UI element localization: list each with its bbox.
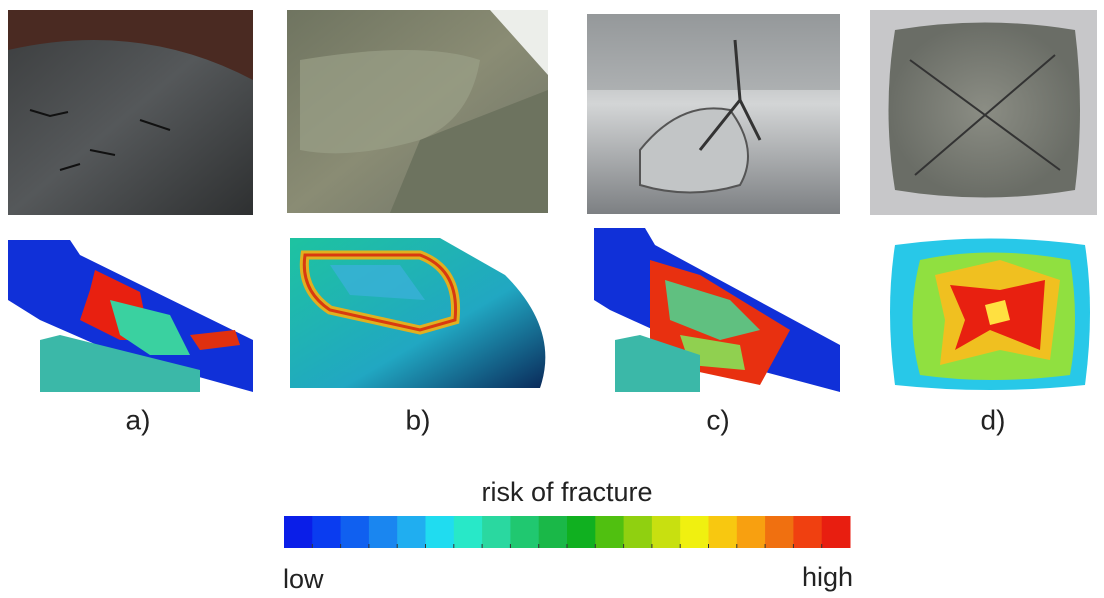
colorbar-segment [341, 516, 370, 548]
panel-label: a) [126, 404, 151, 435]
colorbar-segment [284, 516, 313, 548]
colorbar-segment [624, 516, 653, 548]
panel-label: d) [981, 404, 1006, 435]
colorbar-segment [793, 516, 822, 548]
colorbar-segment [539, 516, 568, 548]
colorbar [284, 516, 851, 548]
colorbar-segment [709, 516, 738, 548]
figure: a) b) c) d) risk of fracture low high [0, 0, 1104, 598]
colorbar-high: high [802, 562, 853, 592]
photo-b [287, 10, 548, 213]
colorbar-segment [567, 516, 596, 548]
panel-label: b) [406, 404, 431, 435]
colorbar-segment [454, 516, 483, 548]
panel-label: c) [706, 404, 729, 435]
colorbar-segment [680, 516, 709, 548]
colorbar-segment [426, 516, 455, 548]
colorbar-segment [369, 516, 398, 548]
colorbar-segment [737, 516, 766, 548]
photo-d [870, 10, 1097, 215]
colorbar-segment [595, 516, 624, 548]
colorbar-segment [822, 516, 851, 548]
colorbar-segment [510, 516, 539, 548]
sim-a [8, 240, 253, 392]
sim-b [290, 238, 545, 388]
colorbar-segment [652, 516, 681, 548]
sim-d [890, 239, 1090, 391]
colorbar-title: risk of fracture [481, 477, 652, 507]
photo-c [587, 14, 840, 214]
colorbar-segment [312, 516, 341, 548]
colorbar-low: low [283, 564, 324, 594]
colorbar-segment [482, 516, 511, 548]
photo-a [8, 10, 253, 215]
colorbar-segment [397, 516, 426, 548]
colorbar-segment [765, 516, 794, 548]
sim-c [594, 228, 840, 392]
